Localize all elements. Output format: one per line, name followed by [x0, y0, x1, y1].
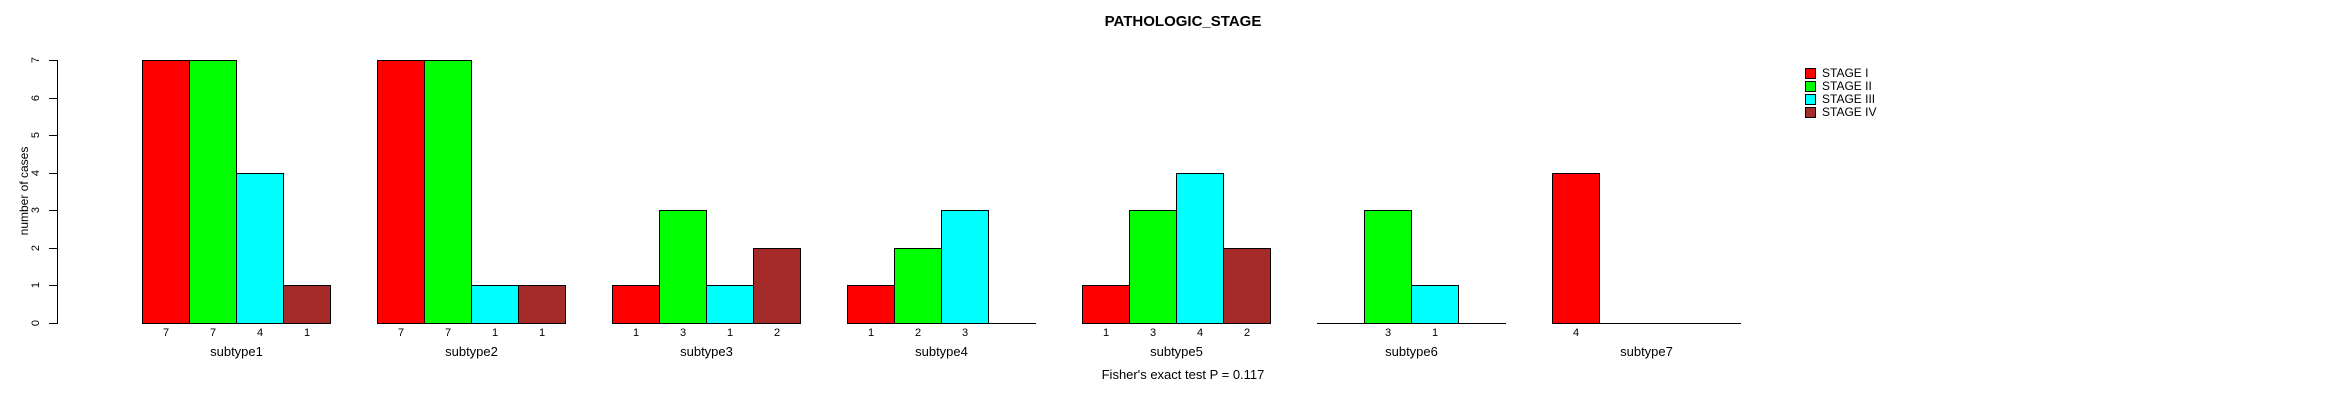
y-tick-mark: [49, 172, 57, 174]
y-tick-mark: [49, 247, 57, 249]
x-category-label: subtype4: [915, 344, 968, 359]
bar-stage-iii: [1176, 173, 1224, 324]
bar-stage-iii: [236, 173, 284, 324]
bar-stage-iv: [518, 285, 566, 324]
bar-value-label: 3: [1384, 327, 1392, 339]
bar-value-label: 1: [632, 327, 640, 339]
bar-stage-iv: [753, 248, 801, 324]
legend-label: STAGE IV: [1822, 105, 1877, 119]
y-tick-mark: [49, 210, 57, 212]
bar-stage-iv: [1223, 248, 1271, 324]
y-axis-label: number of cases: [17, 146, 31, 236]
y-tick-mark: [49, 97, 57, 99]
y-tick-label: 1: [30, 282, 42, 289]
bar-value-label: 7: [162, 327, 170, 339]
bar-stage-iii: [471, 285, 519, 324]
bar-stage-iv: [283, 285, 331, 324]
y-tick-label: 3: [30, 207, 42, 214]
bar-stage-iii: [941, 210, 989, 324]
legend-swatch-stage-ii: [1805, 81, 1816, 92]
bar-value-label: 1: [303, 327, 311, 339]
legend-label: STAGE I: [1822, 66, 1869, 80]
bar-value-label: 7: [444, 327, 452, 339]
bar-value-label: 3: [679, 327, 687, 339]
x-category-label: subtype3: [680, 344, 733, 359]
bar-stage-ii: [1129, 210, 1177, 324]
bar-stage-i: [377, 60, 425, 324]
bar-value-label: 2: [914, 327, 922, 339]
bar-value-label: 1: [726, 327, 734, 339]
legend-swatch-stage-iii: [1805, 94, 1816, 105]
y-tick-label: 2: [30, 244, 42, 251]
x-category-label: subtype5: [1150, 344, 1203, 359]
y-tick-mark: [49, 60, 57, 61]
bar-value-label: 1: [1102, 327, 1110, 339]
y-tick-mark: [49, 285, 57, 287]
y-axis-line: [57, 60, 58, 324]
bar-value-label: 2: [773, 327, 781, 339]
legend-swatch-stage-i: [1805, 68, 1816, 79]
bar-stage-ii: [659, 210, 707, 324]
y-tick-mark: [49, 135, 57, 137]
legend-swatch-stage-iv: [1805, 107, 1816, 118]
bar-value-label: 3: [961, 327, 969, 339]
y-tick-label: 5: [30, 132, 42, 139]
bar-value-label: 1: [1431, 327, 1439, 339]
y-tick-label: 4: [30, 169, 42, 176]
y-tick-label: 0: [30, 319, 42, 327]
bar-stage-iii: [706, 285, 754, 324]
bar-stage-iii: [1411, 285, 1459, 324]
bar-value-label: 1: [867, 327, 875, 339]
group-baseline: [1552, 323, 1741, 324]
bar-value-label: 1: [538, 327, 546, 339]
x-category-label: subtype6: [1385, 344, 1438, 359]
footnote: Fisher's exact test P = 0.117: [1101, 367, 1265, 382]
bar-stage-i: [612, 285, 660, 324]
bar-stage-ii: [894, 248, 942, 324]
bar-value-label: 7: [209, 327, 217, 339]
bar-value-label: 4: [256, 327, 264, 339]
y-tick-mark: [49, 323, 57, 324]
bar-value-label: 1: [491, 327, 499, 339]
y-tick-label: 6: [30, 94, 42, 101]
x-category-label: subtype1: [210, 344, 263, 359]
bar-stage-ii: [1364, 210, 1412, 324]
chart-title: PATHOLOGIC_STAGE: [1104, 13, 1262, 30]
bar-value-label: 7: [397, 327, 405, 339]
bar-stage-i: [142, 60, 190, 324]
bar-value-label: 3: [1149, 327, 1157, 339]
y-tick-label: 7: [30, 56, 42, 64]
bar-stage-ii: [189, 60, 237, 324]
bar-stage-ii: [424, 60, 472, 324]
bar-value-label: 4: [1196, 327, 1204, 339]
x-category-label: subtype7: [1620, 344, 1673, 359]
legend-label: STAGE II: [1822, 79, 1872, 93]
x-category-label: subtype2: [445, 344, 498, 359]
bar-stage-i: [847, 285, 895, 324]
bar-stage-i: [1552, 173, 1600, 324]
legend-label: STAGE III: [1822, 92, 1876, 106]
bar-value-label: 2: [1243, 327, 1251, 339]
bar-value-label: 4: [1572, 327, 1580, 339]
bar-stage-i: [1082, 285, 1130, 324]
